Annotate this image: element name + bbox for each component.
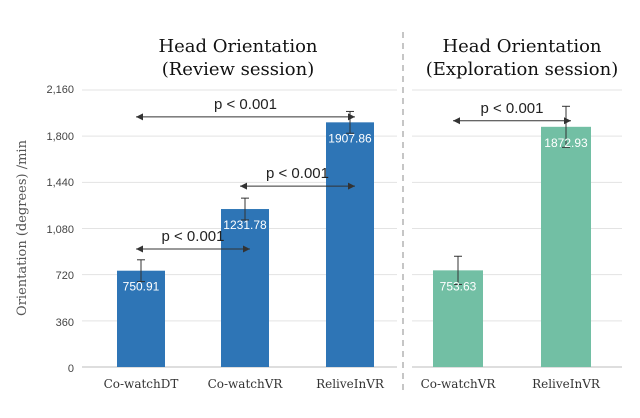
arrow-head [136, 113, 143, 121]
category-label: Co-watchVR [208, 377, 284, 391]
right-title-line-2: (Exploration session) [426, 59, 618, 80]
chart-marks: 750.91 1231.78 1907.86 p < 0.001 p < 0.001 p … [117, 96, 591, 367]
arrow-head [136, 245, 143, 253]
bar [117, 270, 165, 367]
data-label: 1872.93 [544, 136, 588, 150]
bar [433, 270, 483, 367]
arrow-head [564, 117, 571, 125]
y-tick-label: 1,080 [46, 224, 74, 236]
bar [541, 126, 591, 367]
y-axis-label: Orientation (degrees) /min [15, 139, 30, 316]
data-label: 1231.78 [223, 218, 267, 232]
p-value-label: p < 0.001 [481, 100, 544, 117]
y-tick-label: 1,440 [46, 177, 74, 189]
category-label: Co-watchVR [421, 377, 497, 391]
y-tick-label: 1,800 [46, 131, 74, 143]
arrow-head [243, 245, 250, 253]
category-label: Co-watchDT [104, 377, 179, 391]
p-value-label: p < 0.001 [162, 228, 225, 245]
bar [326, 122, 374, 367]
category-label: ReliveInVR [316, 377, 385, 391]
p-value-label: p < 0.001 [266, 165, 329, 182]
left-title-line-2: (Review session) [162, 59, 315, 80]
right-title-line-1: Head Orientation [442, 36, 601, 57]
y-tick-label: 2,160 [46, 84, 74, 96]
arrow-head [240, 182, 247, 190]
y-tick-label: 0 [68, 363, 74, 375]
y-tick-label: 720 [56, 270, 74, 282]
data-label: 750.91 [123, 280, 160, 294]
bar [221, 209, 269, 367]
left-title-line-1: Head Orientation [158, 36, 317, 57]
data-label: 753.63 [440, 279, 477, 293]
arrow-head [348, 182, 355, 190]
arrow-head [453, 117, 460, 125]
p-value-label: p < 0.001 [214, 96, 277, 113]
arrow-head [348, 113, 355, 121]
category-label: ReliveInVR [532, 377, 601, 391]
y-tick-label: 360 [56, 317, 74, 329]
data-label: 1907.86 [328, 131, 372, 145]
